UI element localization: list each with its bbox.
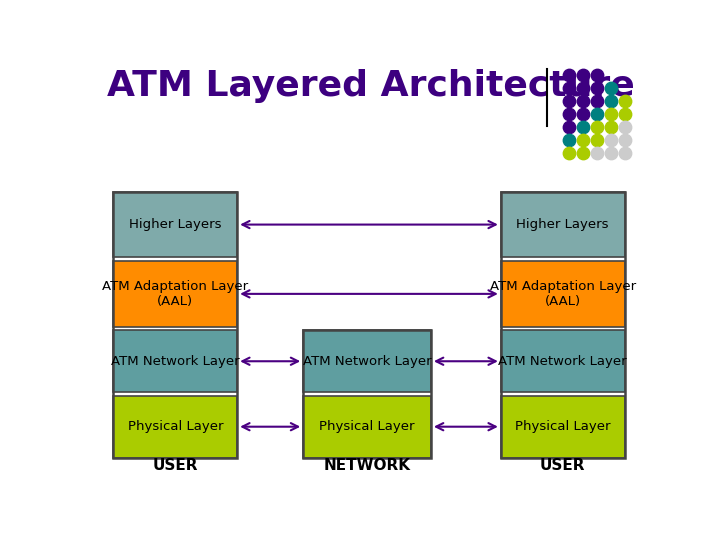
Point [577,136,589,145]
Point [591,136,603,145]
Bar [113,330,238,392]
Point [577,149,589,158]
Point [605,110,616,118]
Text: ATM Network Layer: ATM Network Layer [302,355,431,368]
Point [605,97,616,105]
Text: USER: USER [540,458,585,473]
Text: ATM Adaptation Layer
(AAL): ATM Adaptation Layer (AAL) [102,280,248,308]
Text: Higher Layers: Higher Layers [129,218,222,231]
Point [563,97,575,105]
Point [591,123,603,132]
Point [563,71,575,79]
Point [563,110,575,118]
Bar [113,192,238,457]
Text: ATM Network Layer: ATM Network Layer [498,355,627,368]
Point [605,136,616,145]
Point [605,84,616,92]
Point [591,97,603,105]
Bar [500,330,625,392]
Point [577,84,589,92]
Point [619,97,631,105]
Point [619,110,631,118]
Bar [500,192,625,257]
Bar [113,396,238,457]
Point [563,136,575,145]
Bar [500,261,625,327]
Point [577,71,589,79]
Point [591,110,603,118]
Bar [500,396,625,457]
Text: Physical Layer: Physical Layer [319,420,415,433]
Text: Physical Layer: Physical Layer [515,420,611,433]
Point [619,149,631,158]
Text: ATM Network Layer: ATM Network Layer [111,355,240,368]
Point [577,110,589,118]
Point [619,123,631,132]
Point [563,149,575,158]
Point [577,97,589,105]
Bar [113,261,238,327]
Point [619,136,631,145]
Text: Higher Layers: Higher Layers [516,218,609,231]
Bar [303,330,431,392]
Bar [303,396,431,457]
Text: ATM Layered Architecture: ATM Layered Architecture [107,69,635,103]
Bar [303,330,431,457]
Point [577,123,589,132]
Point [591,149,603,158]
Bar [500,192,625,457]
Bar [113,192,238,257]
Text: USER: USER [153,458,198,473]
Point [605,149,616,158]
Point [605,123,616,132]
Point [591,84,603,92]
Text: Physical Layer: Physical Layer [127,420,223,433]
Point [591,71,603,79]
Point [563,123,575,132]
Point [563,84,575,92]
Text: ATM Adaptation Layer
(AAL): ATM Adaptation Layer (AAL) [490,280,636,308]
Text: NETWORK: NETWORK [323,458,410,473]
